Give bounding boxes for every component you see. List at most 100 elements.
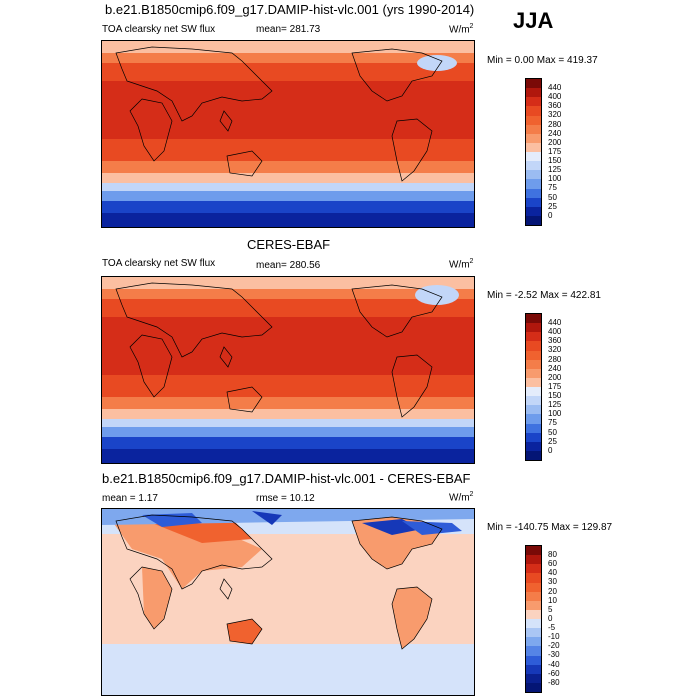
panel2-colorbar-swatch: [526, 314, 541, 324]
panel2-colorbar-tick-label: 360: [548, 336, 562, 346]
panel1-colorbar-swatch: [526, 161, 541, 171]
panel3-title: b.e21.B1850cmip6.f09_g17.DAMIP-hist-vlc.…: [102, 471, 471, 486]
panel1-map: [101, 40, 475, 228]
panel2-colorbar-swatch: [526, 341, 541, 351]
panel2-colorbar-swatch: [526, 359, 541, 369]
panel1-colorbar-swatch: [526, 188, 541, 198]
panel3-minmax-label: Min = -140.75 Max = 129.87: [487, 522, 613, 533]
panel2-minmax-label: Min = -2.52 Max = 422.81: [487, 290, 601, 301]
panel2-title: CERES-EBAF: [247, 237, 331, 252]
panel1-colorbar-swatch: [526, 97, 541, 107]
panel2-colorbar-swatch: [526, 414, 541, 424]
panel2-colorbar-tick-label: 0: [548, 445, 553, 455]
panel1-colorbar-tick-label: 175: [548, 146, 562, 156]
panel3-colorbar-swatch: [526, 637, 541, 647]
panel1-colorbar-swatch: [526, 79, 541, 89]
panel3-colorbar-swatch: [526, 582, 541, 592]
panel3-colorbar-swatch: [526, 682, 541, 692]
panel2-colorbar-swatch: [526, 368, 541, 378]
panel3-colorbar-swatch: [526, 646, 541, 656]
panel3-colorbar-tick-label: -20: [548, 641, 560, 651]
panel2-colorbar-tick-label: 125: [548, 400, 562, 410]
panel1-colorbar-tick-label: 50: [548, 192, 557, 202]
panel3-colorbar-tick-label: -30: [548, 650, 560, 660]
panel3-colorbar-tick-label: 20: [548, 586, 557, 596]
panel2-map: [101, 276, 475, 464]
panel2-colorbar-swatch: [526, 450, 541, 460]
panel1-unit-label: W/m2: [449, 23, 474, 36]
panel1-colorbar-tick-label: 200: [548, 137, 562, 147]
panel2-map-svg: [102, 277, 474, 463]
panel1-colorbar-tick-label: 400: [548, 92, 562, 102]
panel3-colorbar-tick-label: 10: [548, 595, 557, 605]
panel1-colorbar-swatch: [526, 142, 541, 152]
panel2-colorbar-tick-label: 400: [548, 327, 562, 337]
panel1-map-svg: [102, 41, 474, 227]
panel1-colorbar-swatch: [526, 152, 541, 162]
panel2-colorbar-swatch: [526, 323, 541, 333]
panel3-colorbar-tick-label: 60: [548, 559, 557, 569]
panel1-colorbar-tick-label: 150: [548, 156, 562, 165]
panel3-mean-label: mean = 1.17: [102, 493, 158, 504]
panel2-colorbar-swatch: [526, 377, 541, 387]
panel1-mean-label: mean= 281.73: [256, 24, 321, 35]
panel1-colorbar-tick-label: 240: [548, 128, 562, 138]
panel3-colorbar-tick-label: -40: [548, 659, 560, 669]
panel3-colorbar-tick-label: -80: [548, 677, 560, 687]
panel1-colorbar-swatch: [526, 179, 541, 189]
panel1-colorbar-swatch: [526, 115, 541, 125]
panel2-unit-label: W/m2: [449, 258, 474, 271]
panel1-colorbar-swatch: [526, 215, 541, 225]
panel3-map: [101, 508, 475, 696]
panel2-colorbar-tick-label: 100: [548, 409, 562, 419]
panel3-colorbar-swatch: [526, 673, 541, 683]
panel2-colorbar-tick-label: 280: [548, 354, 562, 364]
panel1-colorbar-swatch: [526, 106, 541, 116]
panel3-colorbar-swatch: [526, 546, 541, 556]
panel3-colorbar-tick-label: 0: [548, 613, 553, 623]
panel3-colorbar-tick-label: 80: [548, 550, 557, 559]
panel1-colorbar-tick-label: 440: [548, 83, 562, 92]
panel1-colorbar-tick-label: 75: [548, 183, 557, 193]
panel1-title: b.e21.B1850cmip6.f09_g17.DAMIP-hist-vlc.…: [105, 2, 475, 17]
panel1-colorbar-swatch: [526, 206, 541, 216]
panel1-minmax-label: Min = 0.00 Max = 419.37: [487, 55, 598, 66]
panel3-colorbar-swatch: [526, 655, 541, 665]
panel3-colorbar-swatch: [526, 573, 541, 583]
panel1-colorbar-swatch: [526, 88, 541, 98]
panel3-map-svg: [102, 509, 474, 695]
panel1-colorbar-tick-label: 25: [548, 201, 557, 211]
panel1-colorbar-swatch: [526, 170, 541, 180]
panel3-colorbar-swatch: [526, 664, 541, 674]
panel3-colorbar-tick-label: -60: [548, 668, 560, 678]
panel1-colorbar-ticks: 440 400 360 320 280 240 200 175 150 125 100 75 50 25 0: [548, 83, 561, 220]
panel2-colorbar-swatch: [526, 332, 541, 342]
panel3-colorbar-ticks: 80 60 40 30 20 10 5 0 -5 -10 -20 -30 -40 -60 -80: [548, 550, 560, 687]
panel2-variable-label: TOA clearsky net SW flux: [102, 258, 216, 269]
panel3-colorbar-tick-label: 40: [548, 568, 557, 578]
panel1-variable-label: TOA clearsky net SW flux: [102, 24, 216, 35]
panel1-colorbar-tick-label: 280: [548, 119, 562, 129]
panel3-colorbar-swatch: [526, 591, 541, 601]
panel2-colorbar-swatch: [526, 396, 541, 406]
panel2-colorbar-tick-label: 240: [548, 363, 562, 373]
panel3-colorbar-swatch: [526, 628, 541, 638]
panel2-colorbar-swatch: [526, 441, 541, 451]
season-label: JJA: [513, 8, 554, 33]
panel3-rmse-label: rmse = 10.12: [256, 493, 315, 504]
panel2-colorbar-ticks: 440 400 360 320 280 240 200 175 150 125 100 75 50 25 0: [548, 318, 561, 455]
panel3-colorbar-tick-label: 30: [548, 577, 557, 587]
panel3-colorbar-tick-label: -10: [548, 632, 560, 642]
panel2-mean-label: mean= 280.56: [256, 260, 321, 271]
panel1-colorbar-tick-label: 100: [548, 174, 562, 184]
panel3-colorbar-swatch: [526, 600, 541, 610]
panel1-colorbar-tick-label: 125: [548, 165, 562, 175]
panel3-colorbar-swatch: [526, 619, 541, 629]
panel2-colorbar-swatch: [526, 405, 541, 415]
panel2-colorbar: [525, 313, 542, 461]
panel3-colorbar-swatch: [526, 564, 541, 574]
panel1-colorbar-swatch: [526, 133, 541, 143]
panel3-colorbar-tick-label: 5: [548, 604, 553, 614]
panel2-colorbar-tick-label: 175: [548, 381, 562, 391]
panel2-colorbar-swatch: [526, 387, 541, 397]
